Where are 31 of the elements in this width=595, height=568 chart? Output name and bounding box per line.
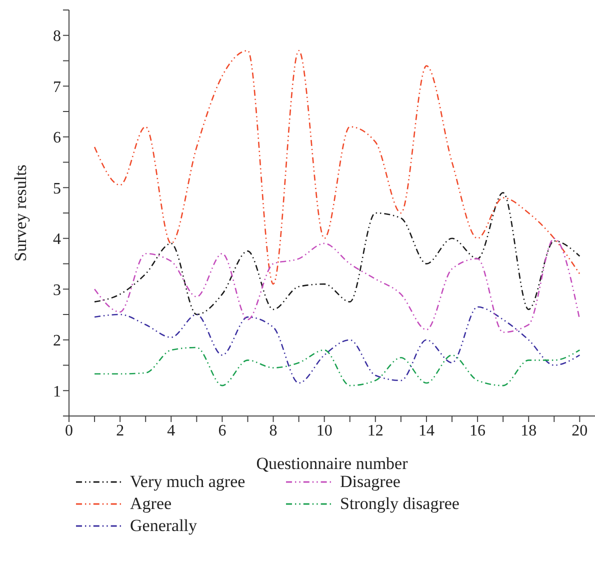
line-series [94, 192, 580, 316]
x-axis-title: Questionnaire number [256, 454, 408, 473]
y-tick-label: 8 [53, 28, 61, 46]
x-tick-label: 16 [470, 422, 486, 440]
x-tick-label: 14 [418, 422, 434, 440]
legend-label: Strongly disagree [340, 494, 460, 514]
y-tick-label: 2 [53, 332, 61, 350]
x-tick-label: 4 [167, 422, 176, 440]
x-tick-label: 8 [269, 422, 278, 440]
y-tick-label: 4 [53, 231, 61, 248]
line-series [94, 306, 580, 384]
x-tick-label: 0 [65, 422, 73, 440]
y-tick-label: 6 [53, 130, 61, 147]
x-tick-label: 10 [316, 422, 332, 440]
line-series [94, 346, 580, 386]
legend-label: Disagree [340, 472, 400, 492]
legend-label: Agree [130, 494, 172, 514]
legend-label: Generally [130, 516, 198, 536]
legend-label: Very much agree [130, 472, 246, 492]
x-tick-label: 6 [218, 422, 226, 440]
x-tick-label: 18 [520, 422, 537, 440]
y-tick-label: 3 [53, 282, 61, 299]
x-tick-label: 2 [116, 422, 124, 440]
line-series [94, 238, 580, 333]
y-axis-title: Survey results [11, 164, 30, 262]
y-tick-label: 7 [53, 78, 61, 96]
x-tick-label: 12 [367, 422, 384, 440]
x-tick-label: 20 [572, 422, 588, 440]
line-series [94, 50, 580, 285]
y-tick-label: 1 [53, 383, 61, 400]
y-tick-label: 5 [53, 180, 61, 198]
